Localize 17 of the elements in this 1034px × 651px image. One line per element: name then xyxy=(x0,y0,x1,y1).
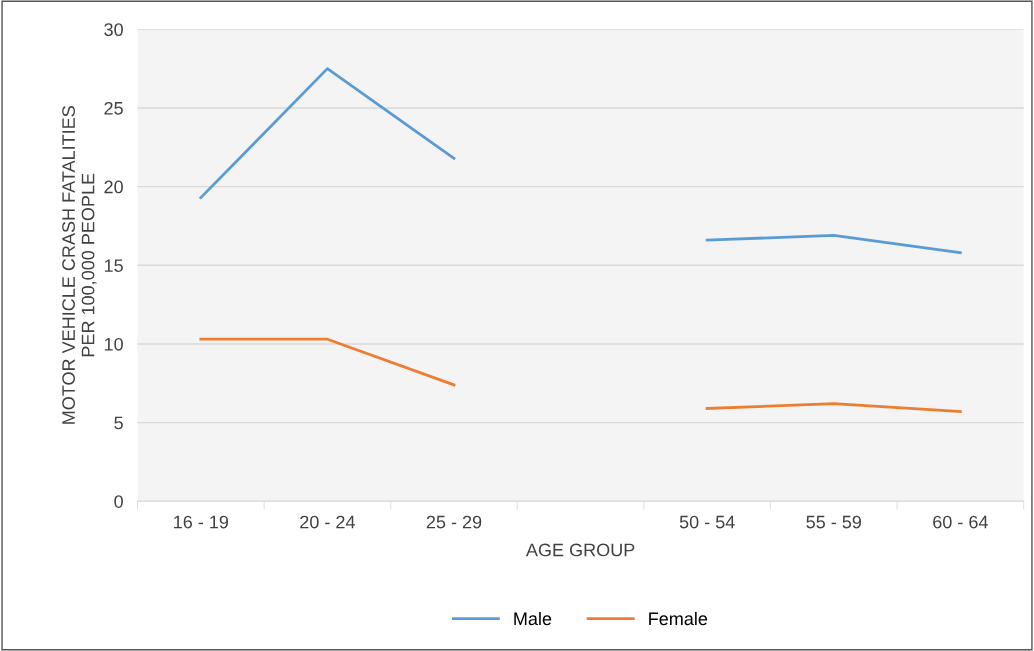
legend-label: Female xyxy=(649,611,708,626)
x-tick-label: 55 - 59 xyxy=(806,515,862,529)
y-tick-label: 20 xyxy=(104,180,123,194)
y-tick-label: 0 xyxy=(114,495,123,508)
x-tick-label: 25 - 29 xyxy=(426,515,482,529)
y-tick-label: 10 xyxy=(104,337,123,351)
x-tick-label: 16 - 19 xyxy=(174,515,229,529)
y-tick-label: 25 xyxy=(104,101,123,115)
x-tick-label: 50 - 54 xyxy=(679,515,735,529)
y-tick-label: 30 xyxy=(104,23,123,37)
y-axis-title: MOTOR VEHICLE CRASH FATALITIES PER 100,000 PEOPLE xyxy=(62,106,97,424)
y-tick-label: 5 xyxy=(114,416,123,430)
x-tick-label: 20 - 24 xyxy=(300,515,355,529)
legend-label: Male xyxy=(514,611,552,626)
y-tick-label: 15 xyxy=(104,259,123,272)
x-tick-label: 60 - 64 xyxy=(933,515,988,529)
x-axis-title: AGE GROUP xyxy=(525,543,635,557)
